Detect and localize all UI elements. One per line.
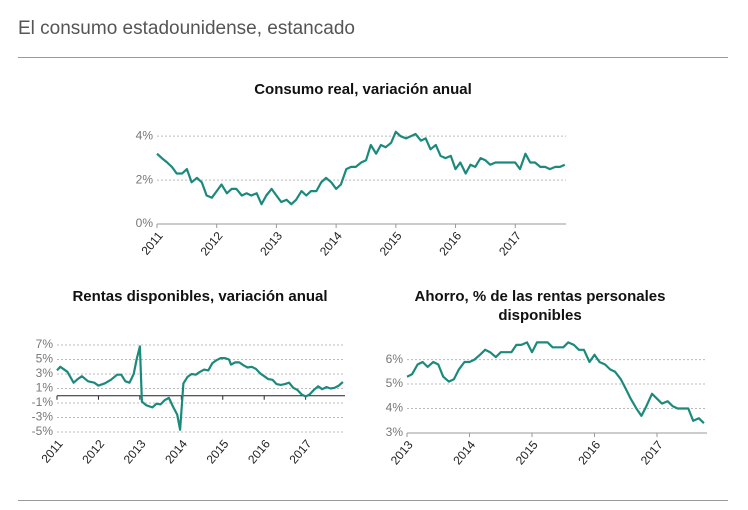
x-tick-label: 2017 <box>496 229 524 259</box>
x-tick-label: 2014 <box>162 437 190 467</box>
x-tick-label: 2016 <box>245 437 273 467</box>
data-line <box>406 341 705 424</box>
chart-title: Rentas disponibles, variación anual <box>72 288 328 305</box>
top-rule <box>18 57 728 58</box>
x-tick-label: 2013 <box>257 229 285 259</box>
y-tick-label: 4% <box>136 128 154 142</box>
y-tick-label: 7% <box>36 337 54 351</box>
x-tick-label: 2014 <box>450 438 478 468</box>
x-tick-label: 2015 <box>513 438 541 468</box>
y-tick-label: 3% <box>386 425 404 439</box>
y-tick-label: 1% <box>36 381 54 395</box>
x-tick-label: 2017 <box>638 438 666 468</box>
y-tick-label: 6% <box>386 352 404 366</box>
y-tick-label: 2% <box>136 172 154 186</box>
page-title: El consumo estadounidense, estancado <box>18 18 355 39</box>
y-tick-label: 4% <box>386 401 404 415</box>
x-tick-label: 2016 <box>436 229 464 259</box>
x-tick-label: 2012 <box>198 229 226 259</box>
x-tick-label: 2013 <box>388 438 416 468</box>
data-line <box>156 130 566 206</box>
bottom-rule <box>18 500 728 501</box>
x-tick-label: 2017 <box>286 437 314 467</box>
y-tick-label: -1% <box>32 395 54 409</box>
y-tick-label: -5% <box>32 424 54 438</box>
x-tick-label: 2013 <box>121 437 149 467</box>
x-tick-label: 2015 <box>377 229 405 259</box>
y-tick-label: 3% <box>36 366 54 380</box>
x-tick-label: 2011 <box>38 437 66 466</box>
data-line <box>56 345 344 431</box>
chart-title: Ahorro, % de las rentas personales dispo… <box>414 288 666 324</box>
y-tick-label: 0% <box>136 216 154 230</box>
chart-title: Consumo real, variación anual <box>254 81 472 98</box>
y-tick-label: 5% <box>36 352 54 366</box>
x-tick-label: 2015 <box>204 437 232 467</box>
y-tick-label: 5% <box>386 376 404 390</box>
y-tick-label: -3% <box>32 410 54 424</box>
x-tick-label: 2011 <box>138 229 166 258</box>
x-tick-label: 2012 <box>79 437 107 467</box>
x-tick-label: 2014 <box>317 229 345 259</box>
x-tick-label: 2016 <box>575 438 603 468</box>
